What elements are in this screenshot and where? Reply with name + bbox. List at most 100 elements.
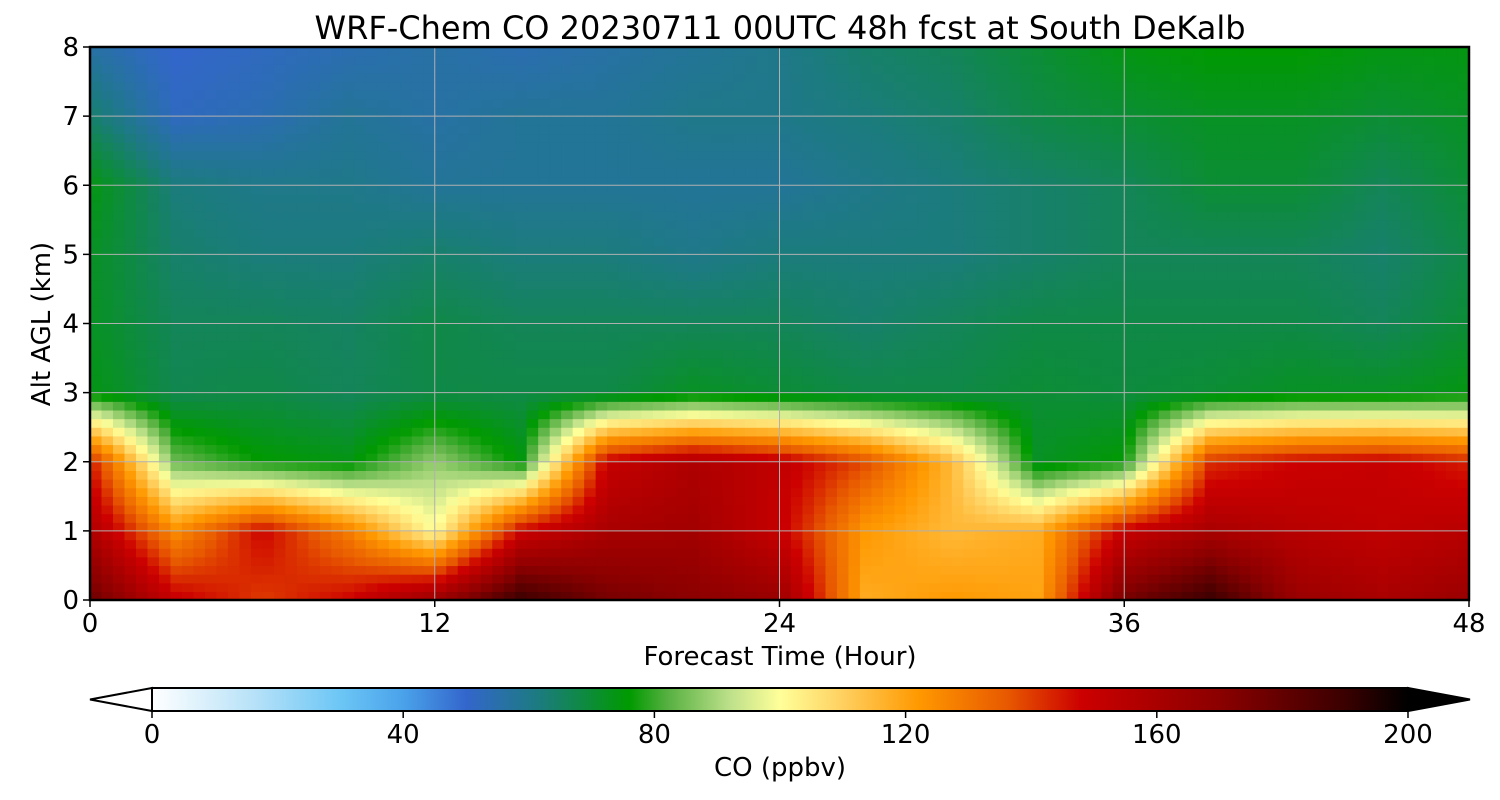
heatmap-cell (365, 591, 378, 600)
heatmap-cell (1043, 332, 1056, 342)
heatmap-cell (170, 349, 183, 359)
heatmap-cell (1043, 496, 1056, 506)
heatmap-cell (1319, 358, 1332, 368)
heatmap-cell (871, 539, 884, 549)
heatmap-cell (216, 237, 229, 247)
heatmap-cell (859, 496, 873, 506)
heatmap-cell (951, 530, 964, 541)
heatmap-cell (1239, 280, 1252, 290)
heatmap-cell (1170, 375, 1183, 385)
heatmap-cell (1273, 409, 1286, 420)
heatmap-cell (1216, 245, 1229, 255)
heatmap-cell (1227, 271, 1240, 281)
heatmap-cell (1181, 392, 1194, 402)
heatmap-cell (1377, 383, 1390, 394)
heatmap-cell (710, 461, 723, 471)
heatmap-cell (423, 444, 436, 454)
heatmap-cell (1020, 487, 1033, 497)
heatmap-cell (1032, 349, 1045, 359)
heatmap-cell (664, 539, 677, 549)
heatmap-cell (997, 565, 1010, 575)
heatmap-cell (124, 530, 137, 541)
heatmap-cell (561, 409, 574, 420)
heatmap-cell (365, 263, 378, 273)
heatmap-cell (630, 574, 643, 584)
heatmap-cell (446, 565, 459, 575)
heatmap-cell (664, 582, 677, 592)
heatmap-cell (1112, 461, 1125, 471)
heatmap-cell (1204, 375, 1217, 385)
heatmap-cell (503, 548, 516, 558)
heatmap-cell (193, 383, 206, 394)
heatmap-cell (848, 297, 861, 307)
heatmap-cell (1377, 453, 1390, 463)
heatmap-cell (917, 487, 930, 497)
heatmap-cell (181, 366, 195, 376)
heatmap-cell (1331, 548, 1344, 558)
heatmap-cell (825, 254, 838, 264)
heatmap-cell (515, 504, 528, 515)
heatmap-cell (250, 504, 263, 515)
heatmap-cell (1009, 539, 1022, 549)
heatmap-cell (1377, 565, 1390, 575)
heatmap-cell (790, 504, 804, 515)
heatmap-cell (515, 548, 528, 558)
heatmap-cell (1319, 530, 1332, 541)
heatmap-cell (1204, 280, 1217, 290)
heatmap-cell (790, 409, 804, 420)
heatmap-cell (503, 487, 516, 497)
heatmap-cell (1181, 340, 1194, 351)
heatmap-cell (653, 392, 666, 402)
heatmap-cell (1020, 409, 1033, 420)
heatmap-cell (905, 470, 918, 480)
heatmap-cell (296, 375, 309, 385)
heatmap-cell (377, 332, 390, 342)
heatmap-cell (1020, 435, 1033, 446)
heatmap-cell (1032, 263, 1045, 273)
heatmap-cell (641, 401, 654, 411)
heatmap-cell (951, 539, 964, 549)
heatmap-cell (756, 513, 769, 523)
heatmap-cell (158, 479, 172, 489)
heatmap-cell (1147, 504, 1160, 515)
heatmap-cell (1032, 306, 1045, 316)
heatmap-cell (308, 556, 321, 567)
heatmap-cell (170, 435, 183, 446)
heatmap-cell (1423, 435, 1436, 446)
heatmap-cell (1434, 470, 1447, 480)
heatmap-cell (273, 358, 286, 368)
heatmap-cell (1457, 288, 1469, 299)
heatmap-cell (928, 297, 941, 307)
heatmap-cell (561, 288, 574, 299)
heatmap-cell (802, 340, 815, 351)
heatmap-cell (193, 487, 206, 497)
heatmap-cell (365, 444, 378, 454)
heatmap-cell (1262, 358, 1275, 368)
heatmap-cell (1181, 383, 1194, 394)
heatmap-cell (273, 418, 286, 428)
heatmap-cell (1147, 418, 1160, 428)
heatmap-cell (986, 453, 999, 463)
heatmap-cell (756, 401, 769, 411)
heatmap-cell (1354, 470, 1367, 480)
heatmap-cell (986, 461, 999, 471)
heatmap-cell (882, 254, 896, 264)
heatmap-cell (779, 271, 792, 281)
heatmap-cell (572, 435, 585, 446)
heatmap-cell (1285, 245, 1298, 255)
heatmap-cell (733, 306, 746, 316)
heatmap-cell (607, 565, 620, 575)
heatmap-cell (423, 297, 436, 307)
heatmap-cell (825, 332, 838, 342)
heatmap-cell (227, 332, 240, 342)
heatmap-cell (538, 237, 551, 247)
heatmap-cell (848, 401, 861, 411)
heatmap-cell (848, 548, 861, 558)
heatmap-cell (664, 574, 677, 584)
heatmap-cell (790, 487, 804, 497)
heatmap-cell (1181, 280, 1194, 290)
heatmap-cell (503, 582, 516, 592)
heatmap-cell (342, 539, 355, 549)
heatmap-cell (561, 453, 574, 463)
heatmap-cell (768, 487, 781, 497)
